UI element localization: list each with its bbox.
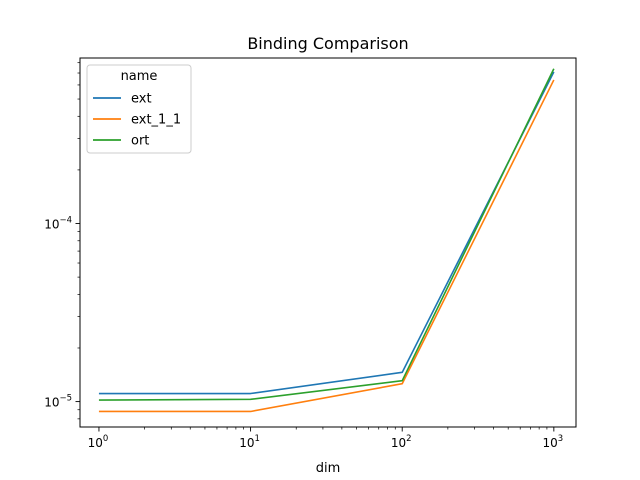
y-tick-base: 10 [44,396,59,410]
legend-box [86,64,192,154]
x-tick-exponent: 0 [103,434,108,444]
x-tick-base: 10 [239,436,254,450]
x-tick-base: 10 [88,436,103,450]
plot-area [98,68,555,413]
y-tick-exponent: −5 [59,394,72,404]
x-tick-base: 10 [391,436,406,450]
x-tick-exponent: 3 [558,434,563,444]
y-tick-base: 10 [44,218,59,232]
x-tick-label: 103 [542,434,563,450]
x-axis: 100 101 102 103 [88,427,563,450]
y-axis: 10−510−4 [44,62,80,420]
x-axis-label: dim [316,461,341,476]
series-line-ort [98,68,555,401]
series-line-ext_1_1 [98,79,555,413]
x-tick-label: 101 [239,434,260,450]
legend-label-ort: ort [131,134,149,149]
x-tick-exponent: 2 [406,434,411,444]
x-tick-base: 10 [542,436,557,450]
x-tick-label: 102 [391,434,412,450]
legend-label-ext: ext [131,92,152,107]
y-tick-label: 10−5 [44,394,72,410]
series-line-ext [98,71,555,395]
axes-frame [79,57,577,428]
y-tick-exponent: −4 [59,216,72,226]
legend-title: name [121,69,158,84]
x-tick-label: 100 [88,434,109,450]
legend-label-ext_1_1: ext_1_1 [131,113,181,128]
chart-title: Binding Comparison [247,34,408,53]
x-tick-exponent: 1 [255,434,260,444]
y-tick-label: 10−4 [44,216,72,232]
